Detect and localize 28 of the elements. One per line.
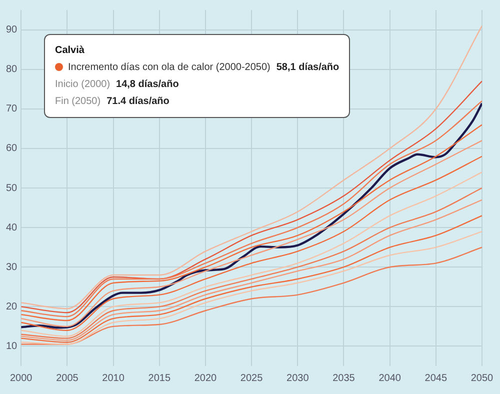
annotation: 58,1 días/año (276, 62, 340, 73)
y-tick-label: 40 (6, 222, 18, 234)
x-tick-label: 2045 (424, 372, 448, 384)
line-series (21, 25, 482, 310)
annotation: 71.4 días/año (106, 96, 170, 107)
x-tick-label: 2040 (378, 372, 402, 384)
annotation: 14,8 días/año (116, 79, 179, 90)
annotation: Incremento días con ola de calor (2000-2050) (68, 62, 270, 73)
x-tick-label: 2000 (10, 372, 33, 384)
x-tick-label: 2050 (470, 372, 494, 384)
y-tick-label: 80 (6, 64, 18, 76)
x-tick-label: 2030 (286, 372, 310, 384)
x-tick-label: 2020 (194, 372, 218, 384)
annotation: Inicio (2000) (55, 79, 110, 90)
y-tick-label: 50 (6, 182, 18, 194)
x-tick-label: 2005 (56, 372, 79, 384)
y-tick-label: 90 (6, 24, 18, 36)
y-tick-label: 70 (6, 104, 18, 115)
annotation: Fin (2050) (55, 96, 101, 107)
x-tick-label: 2015 (148, 372, 171, 384)
y-tick-label: 20 (6, 301, 18, 312)
annotation: Calvià (55, 44, 86, 58)
y-tick-label: 30 (6, 262, 18, 273)
x-tick-label: 2025 (240, 372, 264, 384)
x-tick-label: 2035 (332, 372, 356, 384)
y-tick-label: 60 (6, 143, 18, 154)
y-tick-label: 10 (6, 340, 18, 352)
x-tick-label: 2010 (102, 372, 125, 384)
